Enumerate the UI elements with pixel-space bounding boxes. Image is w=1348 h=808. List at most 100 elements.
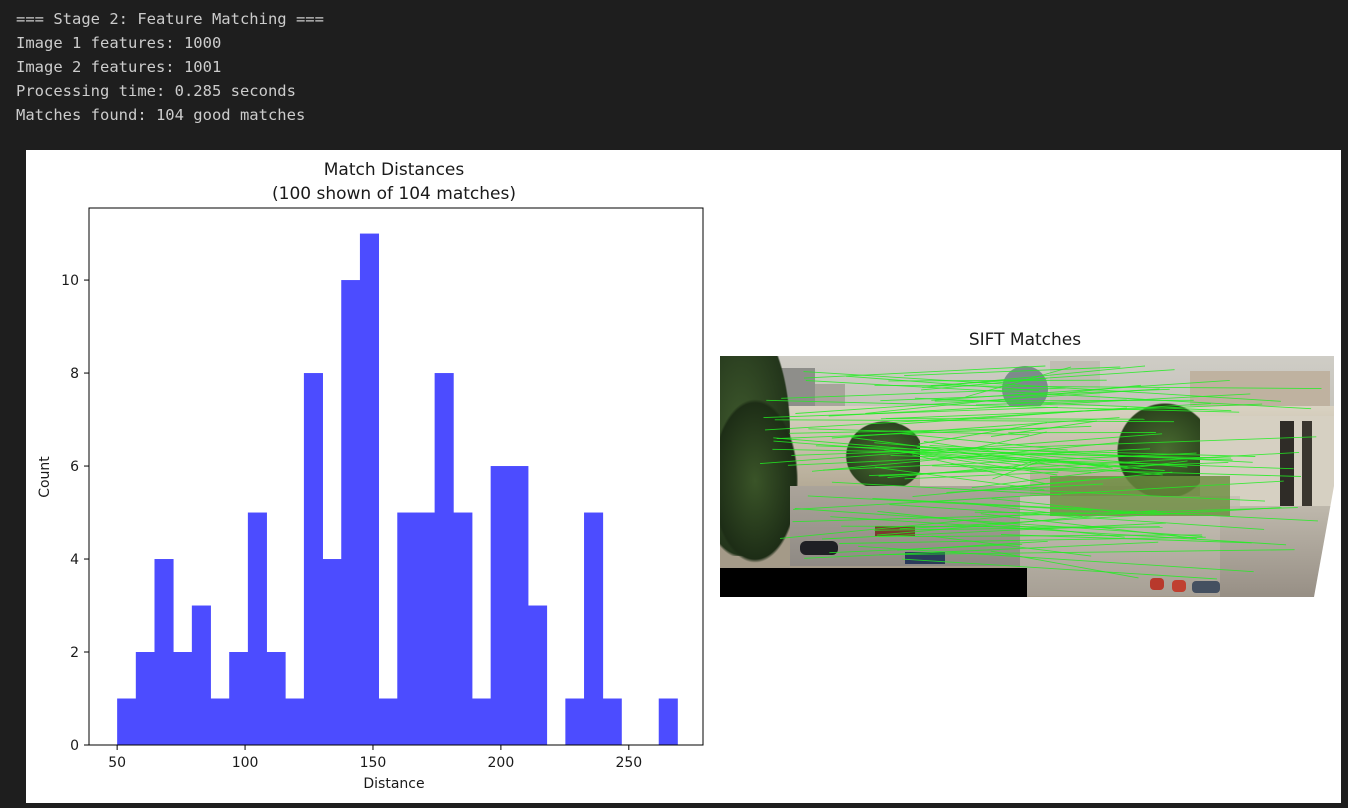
histogram-bar [453, 512, 473, 745]
x-tick-label: 150 [360, 755, 387, 771]
histogram-bar [658, 698, 678, 745]
match-line [766, 399, 1240, 413]
match-line [803, 371, 1281, 402]
histogram-chart: Match Distances (100 shown of 104 matche… [37, 160, 1081, 792]
match-line [975, 399, 1127, 406]
y-axis-ticks: 0 2 4 6 8 10 [61, 273, 89, 754]
match-line [999, 488, 1266, 502]
console-line: Processing time: 0.285 seconds [16, 82, 296, 100]
match-line [974, 511, 1184, 515]
match-line [980, 513, 1197, 539]
histogram-bar [471, 698, 492, 745]
match-line [823, 452, 1197, 471]
match-line [901, 558, 1217, 580]
histogram-bar [210, 698, 230, 745]
match-line [921, 377, 1048, 391]
y-tick-label: 2 [70, 645, 79, 661]
match-line [839, 536, 1206, 544]
match-line [841, 525, 1163, 528]
x-tick-label: 200 [488, 755, 515, 771]
match-line [789, 427, 1052, 434]
match-line [828, 393, 1251, 417]
console-line: Image 1 features: 1000 [16, 34, 222, 52]
plot-frame [88, 207, 704, 746]
histogram-bar [135, 652, 155, 745]
match-line [880, 403, 1263, 420]
y-axis-label: Count [37, 456, 53, 498]
histogram-bar [509, 466, 529, 745]
histogram-bar [397, 512, 417, 745]
histogram-bar [378, 698, 398, 745]
console-line: Matches found: 104 good matches [16, 106, 306, 124]
match-line [919, 452, 1163, 476]
histogram-bar [247, 512, 267, 745]
x-tick-label: 250 [615, 755, 642, 771]
match-line [763, 406, 1058, 419]
match-line [804, 541, 1159, 559]
histogram-bar [528, 605, 548, 745]
sift-match-image [720, 356, 1334, 597]
histogram-bar [154, 559, 174, 745]
histogram-bar [584, 512, 604, 745]
console-line: === Stage 2: Feature Matching === [16, 10, 324, 28]
match-line [858, 545, 1254, 573]
match-line [918, 422, 1048, 445]
figure-output: Match Distances (100 shown of 104 matche… [26, 150, 1341, 803]
histogram-bar [266, 652, 286, 745]
y-tick-label: 8 [70, 366, 79, 382]
match-line [821, 522, 1166, 540]
x-tick-label: 100 [232, 755, 259, 771]
histogram-bar [173, 652, 193, 745]
histogram-bar [415, 512, 436, 745]
match-line [897, 540, 1048, 551]
match-line [965, 366, 1072, 398]
match-line [990, 550, 1139, 579]
match-line [912, 471, 1173, 498]
histogram-bar [191, 605, 211, 745]
match-line [922, 365, 1146, 388]
match-line [914, 397, 1232, 412]
console-output: === Stage 2: Feature Matching === Image 1… [16, 7, 324, 127]
histogram-bar [490, 466, 510, 745]
match-line [991, 498, 1131, 514]
match-line [950, 464, 1092, 473]
match-line [876, 509, 1157, 536]
match-line [992, 458, 1047, 480]
match-line [904, 366, 1121, 377]
match-line [807, 495, 1093, 511]
match-line [879, 549, 1295, 556]
match-lines [759, 365, 1322, 580]
match-line [831, 481, 1061, 496]
match-line [887, 461, 1056, 479]
console-line: Image 2 features: 1001 [16, 58, 222, 76]
histogram-bar [117, 698, 137, 745]
match-line [787, 448, 1151, 466]
match-line [878, 451, 1300, 477]
match-line [904, 471, 1059, 480]
sift-title: SIFT Matches [969, 330, 1081, 350]
match-line [962, 502, 1083, 517]
match-line [774, 419, 1175, 423]
match-line [795, 388, 1160, 414]
y-tick-label: 6 [70, 459, 79, 475]
chart-title-line-1: Match Distances [324, 160, 465, 180]
match-line [803, 365, 1046, 379]
histogram-bars [117, 233, 678, 745]
y-tick-label: 4 [70, 552, 79, 568]
match-line [968, 431, 1047, 450]
match-line [830, 516, 1287, 546]
match-line [971, 460, 1188, 489]
match-line [929, 444, 1253, 463]
histogram-bar [565, 698, 585, 745]
histogram-bar [322, 559, 342, 745]
x-axis-label: Distance [363, 776, 424, 792]
match-line [845, 375, 1039, 392]
chart-title-line-2: (100 shown of 104 matches) [272, 184, 516, 204]
x-tick-label: 50 [108, 755, 126, 771]
histogram-bar [341, 280, 361, 745]
match-line [759, 433, 1163, 465]
y-tick-label: 0 [70, 738, 79, 754]
match-line [874, 384, 1322, 390]
histogram-bar [359, 233, 380, 745]
match-line [781, 387, 1066, 399]
